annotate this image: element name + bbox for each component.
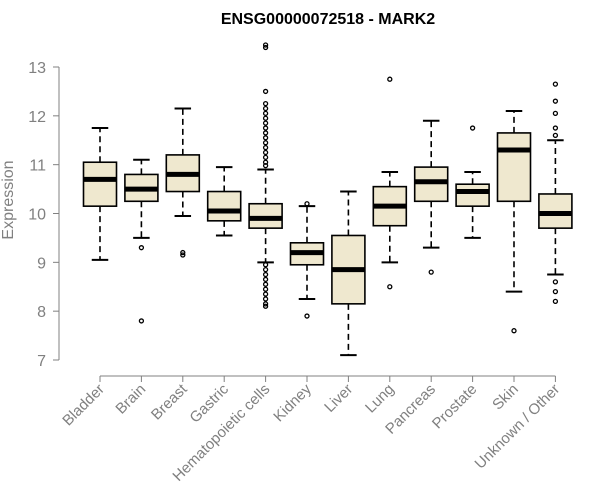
y-tick-label: 12 [28,109,46,126]
x-tick-label: Kidney [270,380,315,425]
outlier-point [262,162,269,169]
outlier-point [262,140,269,146]
outlier-point [262,88,269,95]
outlier-point [552,125,559,131]
outlier-point [552,81,559,87]
outlier-point [262,115,269,121]
x-tick-label: Lung [362,381,398,417]
x-tick-label: Breast [148,380,191,423]
x-tick-label: Liver [321,381,356,416]
outlier-point [428,269,434,275]
y-tick-label: 10 [28,207,46,224]
outlier-point [511,328,517,334]
outlier-point [262,120,269,126]
box-10 [455,125,490,239]
outlier-point [262,125,269,131]
y-tick-label: 7 [37,353,46,370]
box-4 [206,166,242,237]
y-tick-label: 9 [37,255,46,272]
y-axis: 7 8 9 10 11 12 13 [28,60,60,370]
y-tick-label: 11 [29,158,46,175]
outlier-point [552,288,559,295]
outlier-point [262,110,269,117]
outlier-point [262,130,269,136]
outlier-point [552,110,559,117]
outlier-point [387,284,393,290]
box-2 [124,158,159,324]
outlier-point [262,301,269,307]
outlier-point [138,318,145,324]
outlier-point [262,105,269,112]
box-1 [82,127,118,261]
outlier-point [552,298,559,305]
outlier-point [262,281,269,287]
outlier-point [262,276,269,283]
box-7 [331,190,366,357]
outlier-point [262,262,269,268]
y-tick-label: 13 [28,60,46,77]
outlier-point [262,135,269,141]
outlier-point [180,252,186,258]
box-iqr [455,183,490,207]
x-tick-label: Skin [489,381,522,414]
outlier-point [262,154,269,160]
outlier-point [552,98,559,104]
y-tick-label: 8 [37,304,46,321]
outlier-point [262,42,269,48]
outlier-point [262,303,269,309]
box-series [82,42,573,357]
outlier-point [262,44,269,51]
x-tick-label: Prostate [429,381,481,433]
x-tick-label: Bladder [59,381,108,430]
outlier-point [304,201,310,207]
chart-title: ENSG00000072518 - MARK2 [221,11,435,28]
box-11 [496,109,532,334]
box-12 [538,81,573,305]
box-8 [372,76,408,290]
box-9 [413,119,449,275]
box-5 [248,42,283,309]
outlier-point [262,286,269,292]
outlier-point [262,291,269,297]
outlier-point [304,313,310,319]
outlier-point [262,100,269,107]
outlier-point [552,279,559,285]
box-iqr [206,190,242,222]
outlier-point [262,271,269,278]
box-6 [289,201,325,319]
box-3 [165,107,201,258]
y-axis-label: Expression [0,160,17,239]
outlier-point [469,125,476,131]
outlier-point [387,76,393,82]
outlier-point [262,144,269,151]
outlier-point [552,132,559,139]
box-iqr [82,161,118,207]
box-iqr [496,132,532,203]
outlier-point [262,267,269,273]
outlier-point [180,249,186,256]
outlier-point [262,149,269,156]
outlier-point [138,245,145,251]
outlier-point [262,296,269,302]
x-tick-label: Brain [112,381,149,418]
